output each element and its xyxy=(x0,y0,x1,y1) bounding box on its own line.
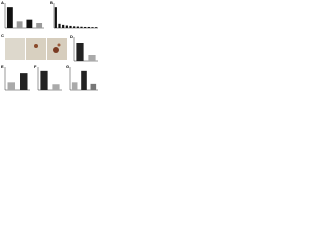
stain xyxy=(53,47,59,53)
bar xyxy=(76,26,79,28)
micrographs xyxy=(5,38,67,60)
bar xyxy=(54,7,57,29)
bar xyxy=(81,70,87,90)
bar xyxy=(26,19,33,28)
panel-label: B xyxy=(50,0,53,5)
bar xyxy=(69,25,72,28)
micrograph xyxy=(5,38,25,60)
bar xyxy=(6,7,13,29)
bar xyxy=(16,21,23,28)
bar xyxy=(7,82,15,90)
bar xyxy=(40,70,48,90)
bar xyxy=(87,26,90,28)
panel-label: F xyxy=(34,64,37,69)
panel-label: C xyxy=(1,33,4,38)
bar xyxy=(65,25,68,28)
panel-label: G xyxy=(66,64,69,69)
stain xyxy=(34,44,38,48)
bar xyxy=(73,26,76,28)
bar xyxy=(91,27,94,28)
stain xyxy=(57,43,61,47)
bar xyxy=(80,26,83,28)
panel-label: D xyxy=(70,34,73,39)
bar xyxy=(71,82,78,90)
bar xyxy=(62,24,65,28)
bar xyxy=(58,23,61,28)
bar xyxy=(52,84,60,90)
bar xyxy=(90,83,97,90)
bar xyxy=(76,43,84,61)
bar xyxy=(20,73,28,90)
bar xyxy=(36,23,43,28)
figure: C A B D E F G xyxy=(1,0,98,91)
micrograph xyxy=(26,38,46,60)
panel-label: A xyxy=(1,0,4,5)
bar xyxy=(95,27,98,28)
panel-label: E xyxy=(1,64,4,69)
bar xyxy=(88,55,96,61)
bar xyxy=(84,26,87,28)
